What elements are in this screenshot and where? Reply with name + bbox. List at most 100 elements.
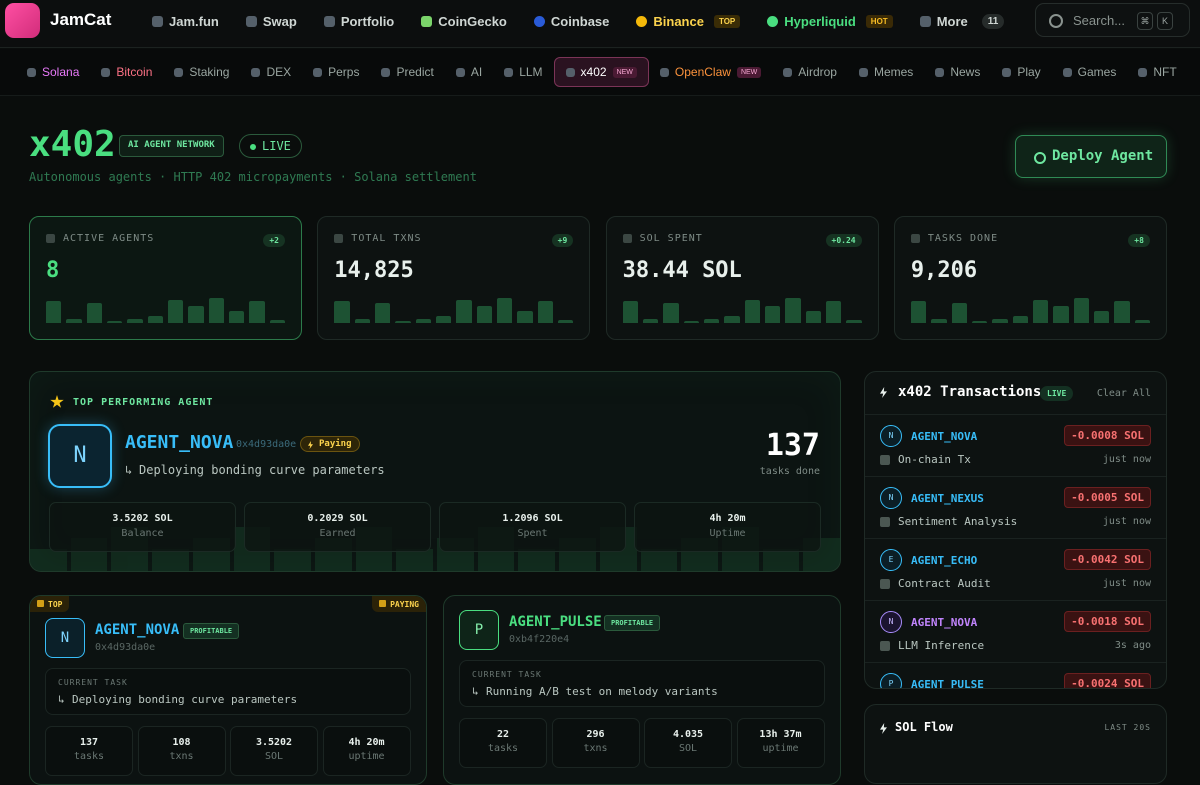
nav-icon [767,15,779,27]
tab-label: Perps [328,65,360,79]
spark-bar [374,303,391,323]
tab-label: AI [470,65,483,79]
sparkline [622,298,862,323]
stat-label: SOL SPENT [622,233,862,244]
tab[interactable]: Bitcoin [90,57,163,87]
nav-label: Hyperliquid [784,13,856,29]
spark-bar [147,315,163,323]
spark-bar [992,318,1008,323]
tab[interactable]: OpenClaw NEW [649,57,772,87]
nav-label: Jam.fun [169,13,219,29]
agent-name: AGENT_NOVA [95,622,180,638]
agent-task: Deploying bonding curve parameters [125,463,385,477]
panel-title: SOL Flow [880,720,953,734]
deploy-button[interactable]: Deploy Agent [1015,135,1167,178]
amount: -0.0024 SOL [1064,673,1151,688]
tab-badge: NEW [736,66,762,78]
clear-button[interactable]: Clear All [1096,388,1151,399]
metric-value: 0.2029 SOL [307,513,368,524]
agent-address: 0xb4f220e4 [509,634,570,645]
metric: 3.5202 SOL Balance [49,502,236,552]
stat-card: SOL SPENT +0.24 38.44 SOL [605,216,879,340]
spark-bar [683,320,699,323]
nav-item[interactable]: Portfolio [323,12,394,30]
spark-bar [642,318,659,323]
stat-label: TOTAL TXNS [334,233,573,244]
tab[interactable]: Play [991,57,1051,87]
spark-bar [1032,300,1049,323]
spark-bar [456,300,472,323]
bg-bar [640,549,678,571]
agent-avatar: N [45,618,85,658]
nav-item[interactable]: CoinGecko [421,12,507,30]
tab-icon [1138,67,1148,77]
tab[interactable]: Games [1052,57,1128,87]
nav-item[interactable]: Hyperliquid HOT [767,12,893,30]
tab[interactable]: Perps [302,57,370,87]
agent-avatar: N [880,611,902,633]
tab[interactable]: Memes [848,57,924,87]
tab-label: x402 [580,65,607,79]
task-label: CURRENT TASK [472,670,542,679]
metric-value: 1.2096 SOL [502,513,563,524]
spark-bar [395,320,411,323]
nav-item[interactable]: More 11 [919,12,1005,30]
spark-bar [208,298,224,323]
metric-label: Uptime [709,528,746,539]
tab[interactable]: DEX [240,57,302,87]
tab[interactable]: Airdrop [772,57,848,87]
spark-bar [537,300,553,323]
tab-icon [251,67,261,77]
spark-bar [435,315,452,323]
agent-stat: 3.5202 SOL [230,726,318,776]
agent-stat-value: 296 [586,729,605,740]
tab-icon [1002,67,1012,77]
transaction-row: P AGENT_PULSE -0.0024 SOL [865,662,1166,689]
agent-avatar: P [459,610,499,650]
tab[interactable]: x402 NEW [553,57,649,87]
tab[interactable]: News [924,57,991,87]
tab[interactable]: Staking [163,57,240,87]
stat-value: 8 [46,258,60,283]
agent-stat-label: uptime [348,751,385,762]
stat-delta: +2 [263,234,285,247]
stat-label: TASKS DONE [910,233,1150,244]
spark-bar [1053,305,1069,323]
search-box[interactable]: Search... ⌘ K [1035,3,1190,37]
agent-badge: Paying [300,436,360,452]
corner-badge: PAYING [372,596,426,612]
spark-bar [910,301,927,323]
spark-bar [703,318,720,323]
spark-bar [46,301,62,323]
stat-label: ACTIVE AGENTS [46,233,285,244]
spark-bar [846,319,862,323]
spark-bar [1012,315,1028,323]
spark-bar [663,303,679,323]
tab[interactable]: NFT [1127,57,1187,87]
tab-label: Solana [42,65,80,79]
stat-delta: +8 [1128,234,1150,247]
agent-stat-label: txns [583,743,608,754]
top-agent-panel: TOP PERFORMING AGENT N AGENT_NOVA 0x4d93da0… [29,371,841,572]
tab[interactable]: AI [445,57,493,87]
agent-stat-value: 4.035 [672,729,704,740]
task-kind: LLM Inference [880,639,984,652]
sol-flow-panel: SOL Flow LAST 20S [864,704,1167,784]
nav-item[interactable]: Jam.fun [152,12,219,30]
agent-avatar: E [880,549,902,571]
tab-label: Games [1077,65,1117,79]
tab[interactable]: LLM [493,57,553,87]
tab[interactable]: Solana [16,57,90,87]
tab[interactable]: Predict [370,57,444,87]
tab-icon [381,67,391,77]
agent-name: AGENT_PULSE [911,678,984,689]
amount: -0.0005 SOL [1064,487,1151,508]
bg-bar [762,549,800,571]
nav-item[interactable]: Swap [245,12,297,30]
nav-item[interactable]: Binance TOP [636,12,741,30]
nav-badge: HOT [865,14,893,28]
live-badge: LIVE [1040,386,1074,401]
nav-item[interactable]: Coinbase [533,12,609,30]
spark-bar [557,319,574,323]
brand-logo [5,3,40,38]
